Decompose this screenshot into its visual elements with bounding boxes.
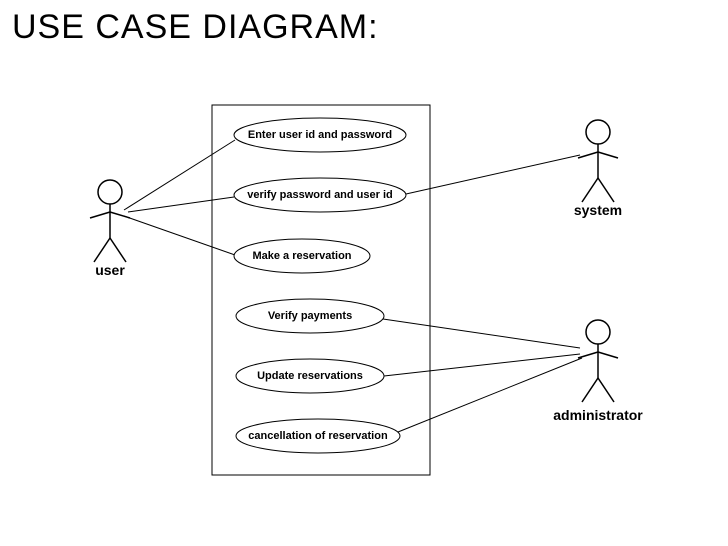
use-case-label-uc2: verify password and user id	[247, 189, 393, 201]
use-case-diagram: Enter user id and password verify passwor…	[0, 0, 728, 546]
association-line	[406, 155, 580, 194]
actor-system	[578, 120, 618, 202]
association-line	[384, 354, 580, 376]
use-case-label-uc3: Make a reservation	[252, 250, 351, 262]
use-case-label-uc1: Enter user id and password	[248, 129, 392, 141]
actor-user	[90, 180, 130, 262]
association-line	[128, 197, 234, 212]
use-case-label-uc6: cancellation of reservation	[248, 430, 388, 442]
actor-label-system: system	[574, 202, 622, 218]
association-line	[124, 216, 235, 255]
association-line	[383, 319, 580, 348]
use-case-label-uc4: Verify payments	[268, 310, 352, 322]
actor-label-user: user	[95, 262, 125, 278]
actor-label-admin: administrator	[553, 407, 643, 423]
use-case-label-uc5: Update reservations	[257, 370, 363, 382]
actor-admin	[578, 320, 618, 402]
